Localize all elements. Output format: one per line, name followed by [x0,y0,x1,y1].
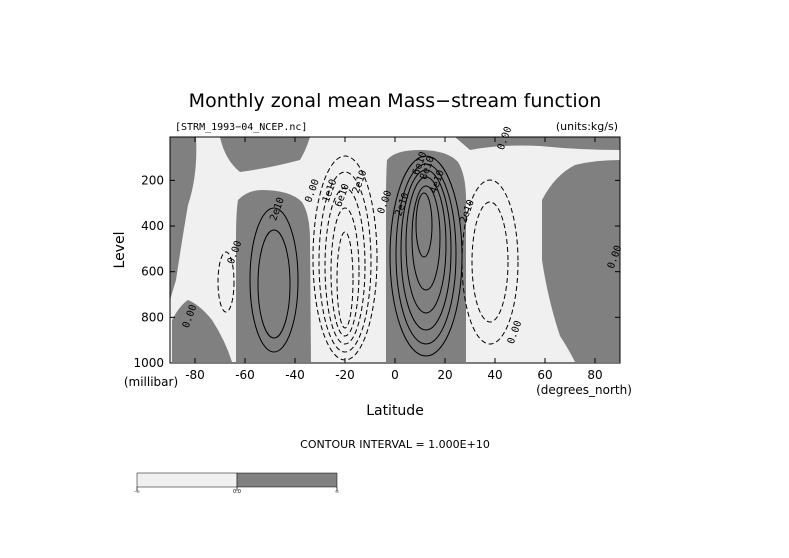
x-tick-label: -40 [285,368,305,382]
x-tick-label: 20 [437,368,452,382]
y-tick-label: 400 [141,219,164,233]
colorbar-negative [136,472,238,488]
negative-contour-southern-weak [217,251,235,313]
positive-region-antarctic [172,300,232,362]
x-axis-label: Latitude [366,403,424,419]
colorbar-tick-zero: 0.0 [233,489,241,495]
x-units-label: (degrees_north) [536,383,632,397]
y-axis-ticks: 200 400 600 800 1000 [133,173,620,370]
x-tick-label: 60 [537,368,552,382]
y-tick-label: 600 [141,265,164,279]
y-tick-label: 800 [141,310,164,324]
colorbar-tick-max: ∞ [335,489,339,495]
x-tick-label: 0 [391,368,399,382]
positive-region-top-left [170,137,197,300]
x-axis-ticks: -80 -60 -40 -20 0 20 40 60 80 [185,137,603,382]
y-tick-label: 1000 [133,356,164,370]
colorbar-tick-min: -∞ [134,489,140,495]
contour-interval-label: CONTOUR INTERVAL = 1.000E+10 [300,438,490,451]
y-tick-label: 200 [141,173,164,187]
positive-contours-tropical-cell [389,155,463,357]
colorbar: -∞ 0.0 ∞ [134,472,339,495]
source-label: [STRM_1993−04_NCEP.nc] [175,122,307,133]
negative-contours-northern [461,179,519,345]
negative-contours-southern-tropics [312,155,378,361]
x-tick-label: 40 [487,368,502,382]
x-tick-label: 80 [587,368,602,382]
positive-region-top-right [455,137,620,150]
colorbar-positive [236,472,338,488]
x-tick-label: -80 [185,368,205,382]
x-tick-label: -20 [335,368,355,382]
y-units-label: (millibar) [124,375,178,389]
positive-region-northern-high [542,160,620,362]
x-tick-label: -60 [235,368,255,382]
positive-contours-southern [249,207,299,353]
plot-area [170,137,620,363]
units-label: (units:kg/s) [556,120,618,133]
positive-region-top-mid [220,137,310,172]
chart-title: Monthly zonal mean Mass−stream function [189,90,602,112]
y-axis-label: Level [112,232,128,269]
